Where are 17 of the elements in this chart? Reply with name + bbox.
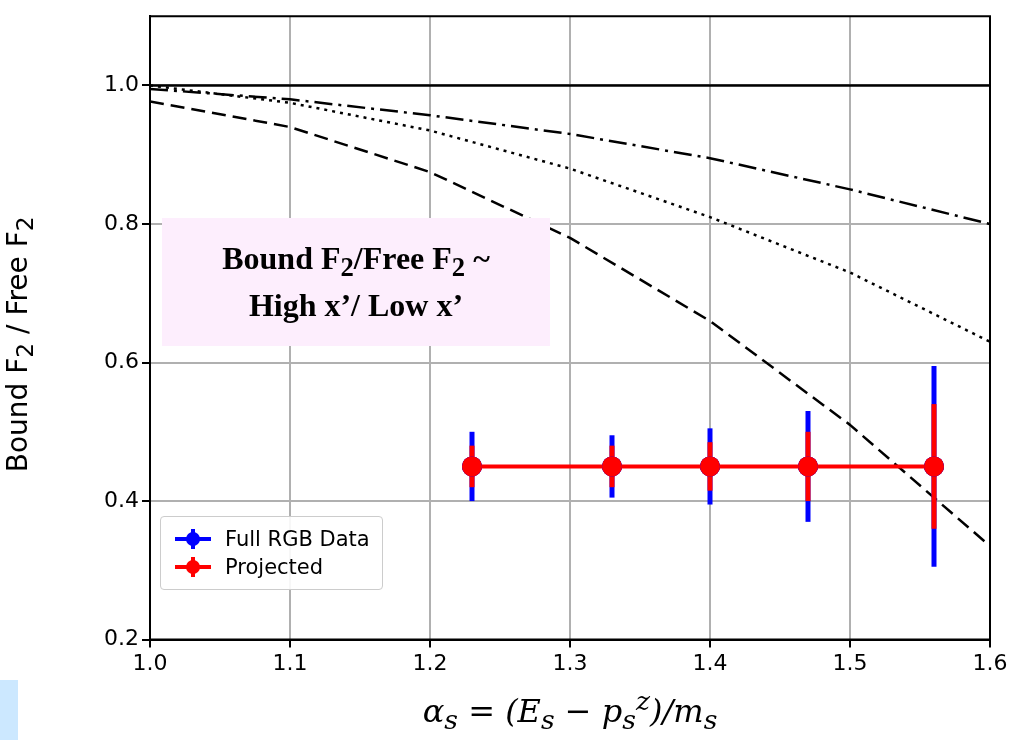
legend-label: Full RGB Data (225, 527, 370, 551)
y-tick-label: 0.2 (104, 625, 139, 651)
x-tick-label: 1.1 (272, 649, 308, 675)
x-tick-label: 1.3 (552, 649, 588, 675)
legend-label: Projected (225, 555, 324, 579)
y-tick-label: 1.0 (104, 71, 139, 97)
x-tick-label: 1.6 (972, 649, 1008, 675)
text-box: Bound F$_{2}$/Free F$_{2}$ ~ High x’/ Low x’ (162, 218, 550, 346)
y-tick-label: 0.4 (104, 486, 139, 512)
x-tick-label: 1.4 (692, 649, 728, 675)
x-tick-label: 1.5 (832, 649, 868, 675)
text: α$_{s}$ = (E$_{s}$ − p$_{s}$$^{z}$)/m$_{s}$ (422, 685, 718, 736)
y-tick-label: 0.6 (104, 348, 139, 374)
x-tick-label: 1.0 (132, 649, 168, 675)
x-tick-label: 1.2 (412, 649, 448, 675)
annotation: Bound F$_{2}$/Free F$_{2}$ ~ High x’/ Low x’ (221, 238, 491, 325)
y-tick-label: 0.8 (104, 209, 139, 235)
